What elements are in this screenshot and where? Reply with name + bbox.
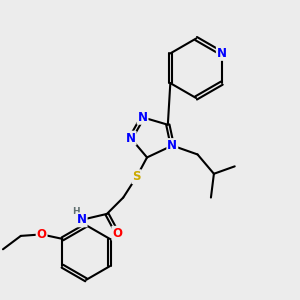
Text: H: H <box>73 207 80 216</box>
Text: S: S <box>132 170 141 183</box>
Text: N: N <box>217 47 227 60</box>
Text: O: O <box>112 227 122 240</box>
Text: N: N <box>76 213 87 226</box>
Text: O: O <box>37 228 46 241</box>
Text: N: N <box>138 111 148 124</box>
Text: N: N <box>126 132 136 145</box>
Text: N: N <box>167 139 177 152</box>
